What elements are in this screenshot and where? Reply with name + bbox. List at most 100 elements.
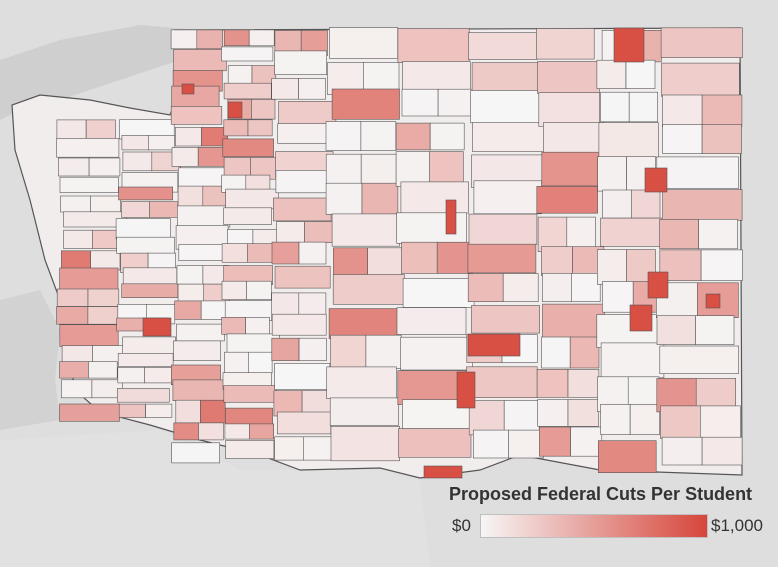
- school-district[interactable]: [472, 429, 509, 459]
- school-district[interactable]: [115, 218, 171, 240]
- school-district[interactable]: [536, 368, 569, 398]
- school-district[interactable]: [271, 241, 300, 265]
- school-district[interactable]: [118, 186, 173, 201]
- school-district[interactable]: [630, 189, 661, 219]
- school-district[interactable]: [121, 283, 179, 298]
- school-district[interactable]: [223, 29, 250, 47]
- school-district[interactable]: [326, 366, 397, 399]
- school-district[interactable]: [149, 201, 179, 218]
- school-district[interactable]: [395, 122, 431, 151]
- school-district[interactable]: [271, 313, 327, 336]
- school-district[interactable]: [87, 306, 120, 325]
- school-district[interactable]: [602, 281, 634, 313]
- school-district[interactable]: [471, 305, 540, 334]
- school-district[interactable]: [57, 157, 90, 177]
- school-district[interactable]: [276, 411, 332, 435]
- school-district[interactable]: [700, 249, 743, 281]
- school-district[interactable]: [225, 440, 275, 459]
- school-district[interactable]: [61, 379, 93, 399]
- school-district[interactable]: [470, 90, 543, 124]
- school-district[interactable]: [88, 361, 118, 379]
- school-district[interactable]: [56, 306, 89, 325]
- school-district[interactable]: [118, 403, 146, 418]
- school-district[interactable]: [223, 119, 249, 137]
- school-district[interactable]: [538, 92, 600, 127]
- school-district-high[interactable]: [467, 333, 521, 357]
- school-district[interactable]: [400, 336, 473, 371]
- school-district[interactable]: [400, 181, 469, 214]
- school-district[interactable]: [198, 422, 224, 441]
- school-district[interactable]: [251, 99, 276, 120]
- school-district[interactable]: [274, 265, 331, 289]
- school-district[interactable]: [221, 46, 274, 62]
- school-district[interactable]: [274, 50, 328, 76]
- school-district-high[interactable]: [629, 304, 653, 332]
- school-district[interactable]: [227, 65, 253, 85]
- school-district[interactable]: [602, 189, 632, 219]
- school-district-high[interactable]: [142, 317, 172, 337]
- school-district[interactable]: [628, 91, 659, 123]
- school-district[interactable]: [273, 197, 332, 222]
- school-district[interactable]: [175, 399, 201, 424]
- school-district[interactable]: [429, 151, 464, 187]
- school-district[interactable]: [542, 303, 605, 338]
- school-district[interactable]: [539, 426, 571, 457]
- school-district[interactable]: [117, 367, 146, 384]
- school-district[interactable]: [60, 195, 91, 213]
- school-district[interactable]: [59, 324, 119, 347]
- school-district[interactable]: [221, 316, 246, 335]
- school-district[interactable]: [330, 334, 367, 369]
- school-district[interactable]: [656, 156, 739, 189]
- school-district[interactable]: [302, 436, 333, 461]
- school-district[interactable]: [121, 135, 149, 151]
- school-district[interactable]: [117, 352, 174, 367]
- school-district[interactable]: [401, 88, 439, 117]
- school-district[interactable]: [569, 336, 600, 369]
- school-district[interactable]: [223, 207, 272, 225]
- school-district[interactable]: [276, 221, 305, 243]
- school-district[interactable]: [332, 274, 405, 305]
- school-district[interactable]: [122, 151, 153, 172]
- school-district[interactable]: [271, 78, 299, 100]
- school-district[interactable]: [397, 370, 467, 405]
- school-district[interactable]: [402, 278, 475, 308]
- school-district[interactable]: [655, 282, 698, 318]
- school-district[interactable]: [597, 440, 657, 474]
- school-district[interactable]: [247, 243, 274, 263]
- school-district[interactable]: [429, 122, 465, 151]
- school-district[interactable]: [221, 243, 249, 263]
- school-district[interactable]: [360, 153, 397, 184]
- school-district[interactable]: [629, 403, 661, 435]
- school-district[interactable]: [200, 399, 226, 424]
- school-district[interactable]: [88, 157, 121, 177]
- school-district[interactable]: [596, 59, 627, 89]
- school-district[interactable]: [360, 121, 397, 151]
- school-district-high[interactable]: [613, 27, 645, 63]
- school-district[interactable]: [173, 422, 199, 441]
- school-district[interactable]: [437, 88, 475, 117]
- school-district[interactable]: [596, 249, 627, 285]
- school-district[interactable]: [661, 62, 740, 97]
- school-district[interactable]: [56, 288, 89, 307]
- school-district[interactable]: [598, 122, 659, 158]
- school-district[interactable]: [330, 425, 400, 462]
- school-district[interactable]: [472, 122, 545, 152]
- school-district[interactable]: [567, 368, 600, 398]
- school-district[interactable]: [660, 27, 743, 58]
- school-district[interactable]: [173, 340, 221, 361]
- school-district[interactable]: [331, 88, 400, 120]
- school-district[interactable]: [600, 403, 631, 435]
- school-district[interactable]: [59, 361, 89, 379]
- school-district[interactable]: [600, 91, 630, 123]
- school-district[interactable]: [597, 156, 627, 192]
- school-district[interactable]: [170, 106, 223, 125]
- school-district[interactable]: [298, 241, 327, 265]
- school-district[interactable]: [328, 308, 402, 339]
- school-district-high[interactable]: [647, 271, 669, 299]
- school-district[interactable]: [662, 94, 703, 127]
- school-district[interactable]: [274, 436, 304, 461]
- school-district[interactable]: [662, 189, 743, 221]
- school-district[interactable]: [473, 180, 542, 215]
- school-district[interactable]: [298, 337, 327, 362]
- school-district[interactable]: [659, 345, 739, 374]
